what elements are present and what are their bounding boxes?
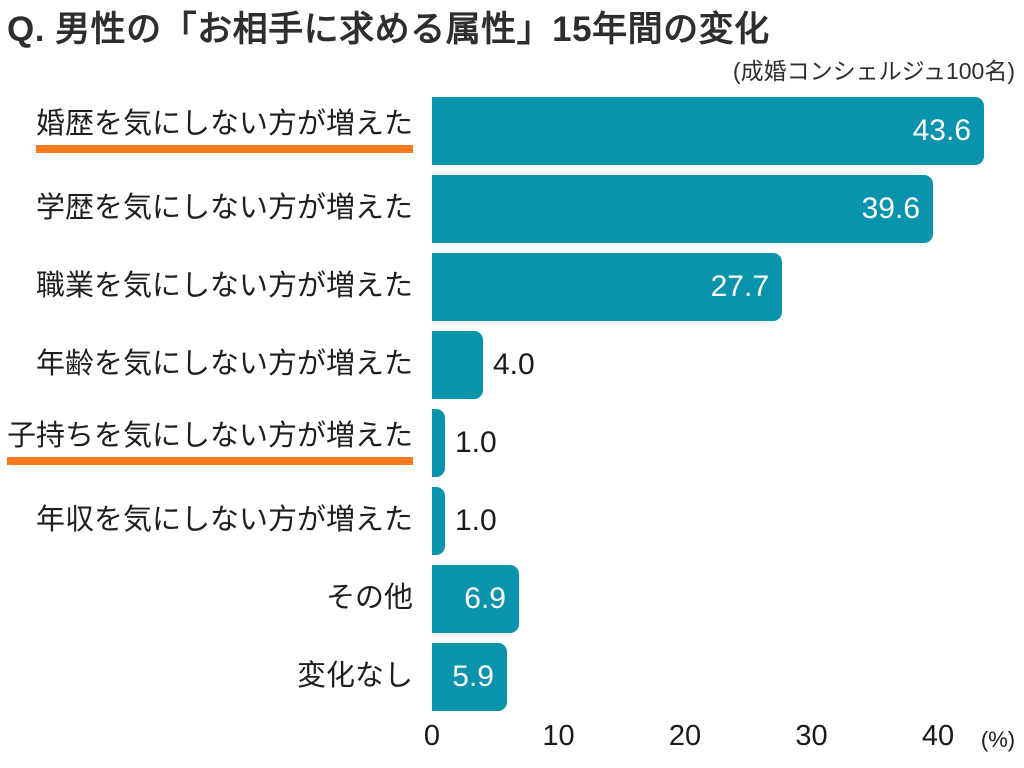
bar-area: 4.0 <box>432 331 1024 399</box>
category-label-cell: 年収を気にしない方が増えた <box>0 504 413 537</box>
bar-value: 6.9 <box>464 582 506 615</box>
chart-row: その他 6.9 <box>0 565 1024 633</box>
bar-chart: 婚歴を気にしない方が増えた 43.6 学歴を気にしない方が増えた 39.6 職業を気にし… <box>0 97 1024 721</box>
x-axis: 0 10 20 30 40 (%) <box>0 720 1024 760</box>
bar: 43.6 <box>432 97 984 165</box>
x-axis-unit-label: (%) <box>980 727 1016 752</box>
x-axis-tick: 30 <box>795 720 828 752</box>
bar: 6.9 <box>432 565 519 633</box>
bar-area: 6.9 <box>432 565 1024 633</box>
category-label-cell: 職業を気にしない方が増えた <box>0 270 413 303</box>
bar: 5.9 <box>432 643 507 711</box>
bar: 39.6 <box>432 175 933 243</box>
bar-area: 1.0 <box>432 409 1024 477</box>
chart-row: 年齢を気にしない方が増えた 4.0 <box>0 331 1024 399</box>
x-axis-tick: 0 <box>423 720 441 752</box>
page-title: Q. 男性の「お相手に求める属性」15年間の変化 <box>7 10 770 49</box>
bar <box>432 331 483 399</box>
chart-row: 学歴を気にしない方が増えた 39.6 <box>0 175 1024 243</box>
category-label-cell: 婚歴を気にしない方が増えた <box>0 108 413 153</box>
bar-value: 5.9 <box>452 660 494 693</box>
category-label-cell: 変化なし <box>0 660 413 693</box>
category-label-cell: 学歴を気にしない方が増えた <box>0 192 413 225</box>
category-label-cell: その他 <box>0 582 413 615</box>
bar-value: 43.6 <box>912 114 971 147</box>
category-label: 学歴を気にしない方が増えた <box>35 192 413 225</box>
category-label: 職業を気にしない方が増えた <box>35 270 413 303</box>
chart-row: 職業を気にしない方が増えた 27.7 <box>0 253 1024 321</box>
x-axis-tick: 40 <box>921 720 955 752</box>
category-label: 変化なし <box>296 660 413 693</box>
bar-area: 39.6 <box>432 175 1024 243</box>
bar-value: 1.0 <box>455 426 497 459</box>
chart-row: 変化なし 5.9 <box>0 643 1024 711</box>
bar <box>432 409 445 477</box>
bar-area: 5.9 <box>432 643 1024 711</box>
x-axis-tick: 10 <box>542 720 575 752</box>
category-label: 年収を気にしない方が増えた <box>35 504 413 537</box>
category-label: 年齢を気にしない方が増えた <box>35 348 413 381</box>
bar-value: 1.0 <box>455 504 497 537</box>
respondent-note: (成婚コンシェルジュ100名) <box>732 58 1015 84</box>
category-label-cell: 年齢を気にしない方が増えた <box>0 348 413 381</box>
bar-value: 39.6 <box>861 192 920 225</box>
chart-row: 子持ちを気にしない方が増えた 1.0 <box>0 409 1024 477</box>
category-label-highlighted: 婚歴を気にしない方が増えた <box>35 108 413 153</box>
category-label-cell: 子持ちを気にしない方が増えた <box>0 420 413 465</box>
chart-row: 婚歴を気にしない方が増えた 43.6 <box>0 97 1024 165</box>
bar <box>432 487 445 555</box>
x-axis-tick: 20 <box>668 720 702 752</box>
bar: 27.7 <box>432 253 782 321</box>
bar-area: 43.6 <box>432 97 1024 165</box>
bar-value: 27.7 <box>710 270 769 303</box>
bar-value: 4.0 <box>493 348 535 381</box>
chart-row: 年収を気にしない方が増えた 1.0 <box>0 487 1024 555</box>
bar-area: 27.7 <box>432 253 1024 321</box>
category-label: その他 <box>325 582 413 615</box>
bar-area: 1.0 <box>432 487 1024 555</box>
category-label-highlighted: 子持ちを気にしない方が増えた <box>6 420 413 465</box>
